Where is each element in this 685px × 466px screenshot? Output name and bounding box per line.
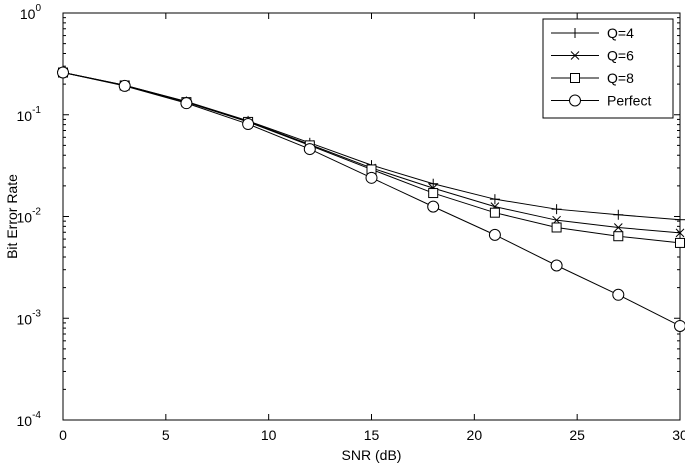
data-point [180,97,193,110]
data-point [613,231,624,242]
x-tick-label: 30 [672,427,685,443]
x-tick-label: 25 [569,427,585,443]
y-tick-label: 10-1 [17,105,42,124]
data-point [489,194,500,205]
legend-label: Q=8 [607,70,634,86]
y-tick-label: 10-2 [17,207,42,226]
x-tick-label: 5 [162,427,170,443]
data-point [428,188,439,199]
data-point [675,214,685,225]
data-point [303,143,316,156]
data-point [550,259,563,272]
data-point [551,204,562,215]
legend-box [542,18,674,119]
data-point [612,288,625,301]
legend-item-3: Perfect [551,93,651,109]
data-point [118,79,131,92]
legend-item-2: Q=8 [551,70,634,86]
legend-label: Perfect [607,93,651,109]
data-point [488,228,501,241]
data-point [427,200,440,213]
data-point [613,209,624,220]
legend-marker [569,94,581,107]
legend-label: Q=4 [607,25,634,41]
legend-label: Q=6 [607,48,634,64]
data-point [242,118,255,131]
legend-item-0: Q=4 [551,25,634,41]
legend-marker [570,51,580,60]
series-markers-3 [57,66,685,332]
data-point [675,228,685,238]
data-point [551,222,562,233]
x-tick-label: 10 [261,427,277,443]
data-point [365,171,378,184]
legend-item-1: Q=6 [551,48,634,64]
y-tick-label: 10-3 [17,308,42,327]
legend-marker [570,73,580,83]
data-point [489,207,500,218]
x-axis-label: SNR (dB) [342,447,402,463]
legend-marker [570,28,580,38]
data-point [57,66,69,79]
x-tick-label: 0 [59,427,67,443]
data-point [674,319,685,332]
x-tick-label: 15 [364,427,380,443]
y-tick-label: 100 [20,3,42,22]
data-point [675,237,685,248]
data-point [613,223,623,232]
data-point [428,178,439,189]
x-tick-label: 20 [467,427,483,443]
y-axis-label: Bit Error Rate [4,174,20,259]
y-tick-label: 10-4 [17,410,42,429]
